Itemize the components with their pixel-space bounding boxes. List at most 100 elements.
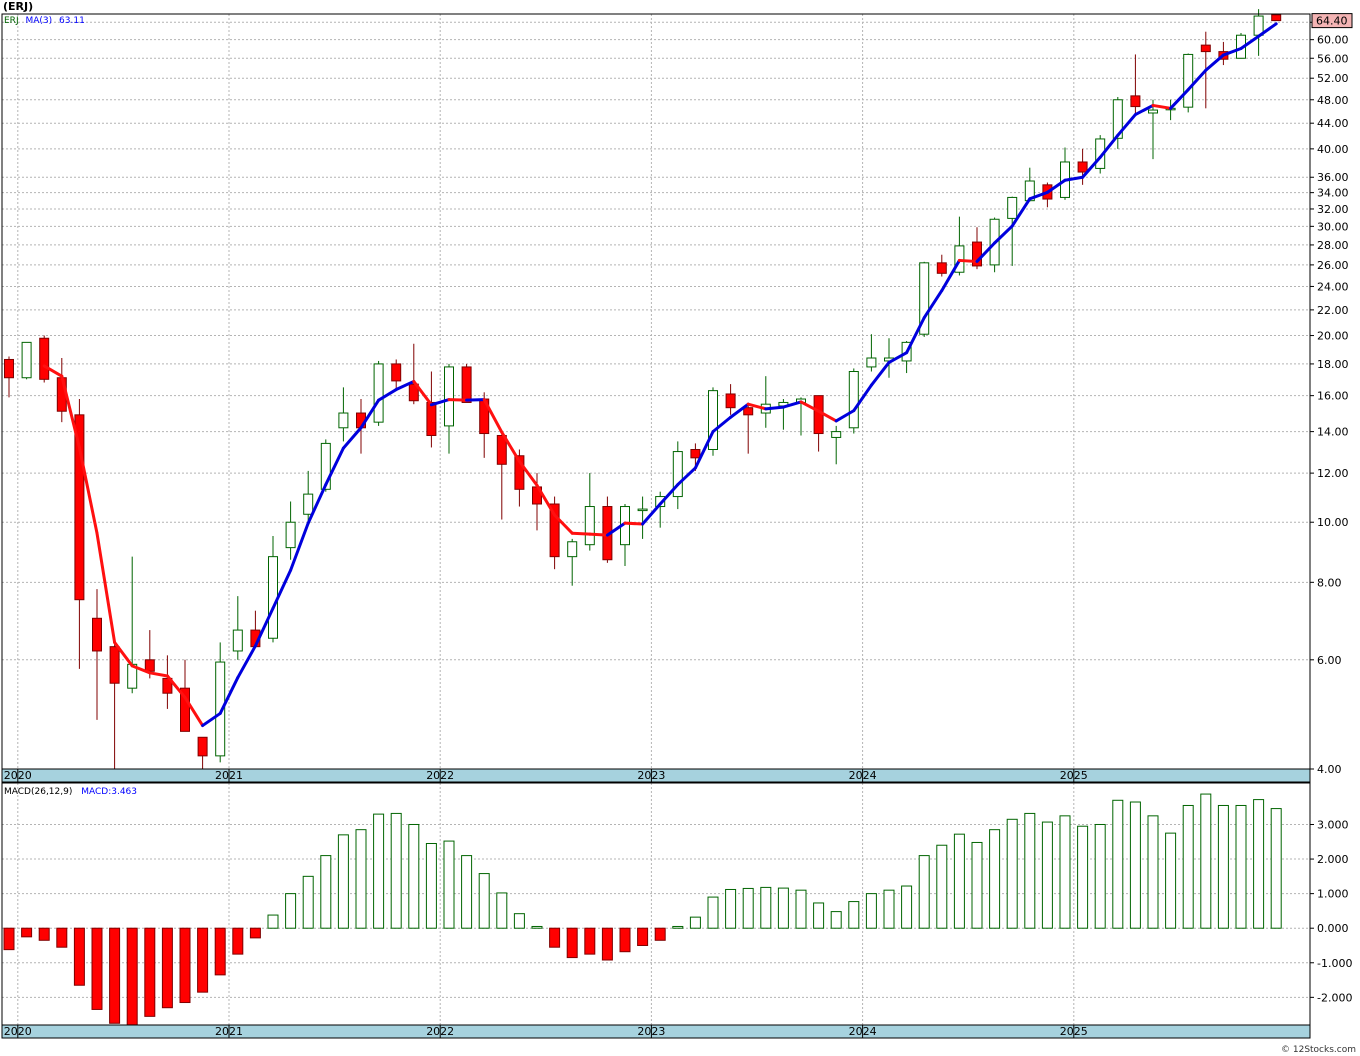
candle [1007, 196, 1018, 266]
macd-bar [373, 813, 385, 929]
price-tick-label: 8.00 [1317, 576, 1342, 589]
macd-bar [478, 873, 490, 929]
macd-bar [619, 927, 631, 953]
candle [672, 441, 683, 510]
candle-body [444, 366, 454, 427]
macd-bar [232, 927, 244, 955]
candle [848, 368, 859, 434]
candle [1077, 148, 1088, 185]
ma-segment [183, 695, 205, 728]
macd-bar [513, 913, 525, 929]
candle-body [21, 341, 32, 379]
macd-tick-label: 1.000 [1317, 888, 1349, 901]
price-tick-label: 6.00 [1317, 654, 1342, 667]
macd-bar [56, 927, 68, 948]
macd-tick-label: 3.000 [1317, 818, 1349, 831]
macd-tick-label: -1.000 [1317, 957, 1352, 970]
legend-macd-value: MACD:3.463 [81, 787, 138, 797]
candle [496, 433, 507, 520]
candle-body [303, 493, 314, 515]
candle [162, 655, 173, 709]
ma-segment [447, 398, 469, 402]
price-tick-label: 44.00 [1317, 117, 1349, 130]
ma-segment [1257, 22, 1278, 38]
ma-segment [517, 459, 539, 487]
macd-bar [1182, 804, 1194, 929]
macd-bar [179, 927, 191, 1004]
candle-body [268, 556, 278, 639]
ma-segment [1169, 88, 1190, 110]
year-label: 2025 [1060, 1025, 1088, 1038]
macd-bar [355, 829, 367, 929]
candle [936, 254, 947, 277]
ma-segment [1063, 175, 1085, 182]
macd-bar [496, 892, 508, 929]
macd-bar [1165, 832, 1177, 929]
candle [549, 496, 560, 570]
price-tick-label: 48.00 [1317, 94, 1349, 107]
macd-histogram [3, 793, 1282, 1026]
candle-body [549, 503, 560, 558]
candle-body [197, 736, 208, 757]
price-panel-grid [2, 14, 1310, 770]
ma-segment [781, 400, 803, 409]
year-label: 2023 [637, 1025, 665, 1038]
candle-body [567, 541, 578, 558]
ma-segment [1116, 113, 1137, 137]
ma-segment [570, 531, 592, 536]
macd-bar [144, 927, 156, 1017]
ma-segment [113, 640, 134, 668]
price-tick-label: 32.00 [1317, 203, 1349, 216]
candle [637, 496, 648, 539]
price-tick-label: 10.00 [1317, 516, 1349, 529]
ma-segment [852, 383, 873, 413]
year-label: 2022 [426, 769, 454, 782]
candle [584, 473, 595, 551]
ma-segment [1010, 197, 1032, 228]
ma-segment [289, 521, 310, 572]
ma-segment [341, 426, 363, 450]
macd-bar [38, 927, 50, 941]
ma-segment [605, 521, 627, 537]
candle-body [180, 687, 190, 732]
ma-segment [253, 606, 275, 648]
candle-body [866, 357, 877, 368]
macd-bar [443, 840, 455, 929]
candle [708, 387, 718, 456]
macd-bar [936, 844, 948, 929]
candle-body [584, 506, 595, 546]
candle [180, 659, 190, 732]
candle [461, 363, 472, 403]
candle [303, 470, 314, 523]
ma-segment [1045, 178, 1067, 194]
macd-bar [285, 893, 297, 929]
ma-segment [869, 360, 891, 387]
candle-body [848, 371, 859, 429]
macd-bar [390, 812, 402, 929]
macd-bar [337, 834, 349, 929]
candle-body [1183, 53, 1194, 108]
ma-segment [271, 568, 293, 610]
macd-bar [654, 927, 666, 941]
macd-bar [109, 927, 121, 1024]
price-tick-label: 20.00 [1317, 330, 1349, 343]
macd-bar [989, 829, 1001, 929]
candle-body [672, 451, 683, 498]
ma-segment [975, 241, 997, 263]
macd-bar [1059, 815, 1071, 929]
macd-bar [848, 901, 860, 929]
macd-bar [707, 896, 719, 929]
candle-body [162, 677, 173, 694]
candle-body [919, 262, 930, 335]
price-tick-label: 56.00 [1317, 52, 1349, 65]
candle-body [373, 363, 384, 423]
ma-segment [905, 316, 926, 355]
price-tick-label: 26.00 [1317, 259, 1349, 272]
candle-body [514, 455, 525, 490]
candle [1130, 54, 1141, 116]
ma-segment [165, 674, 187, 699]
ma-segment [1151, 103, 1173, 110]
ma-segment [799, 400, 821, 413]
macd-bar [901, 885, 913, 929]
